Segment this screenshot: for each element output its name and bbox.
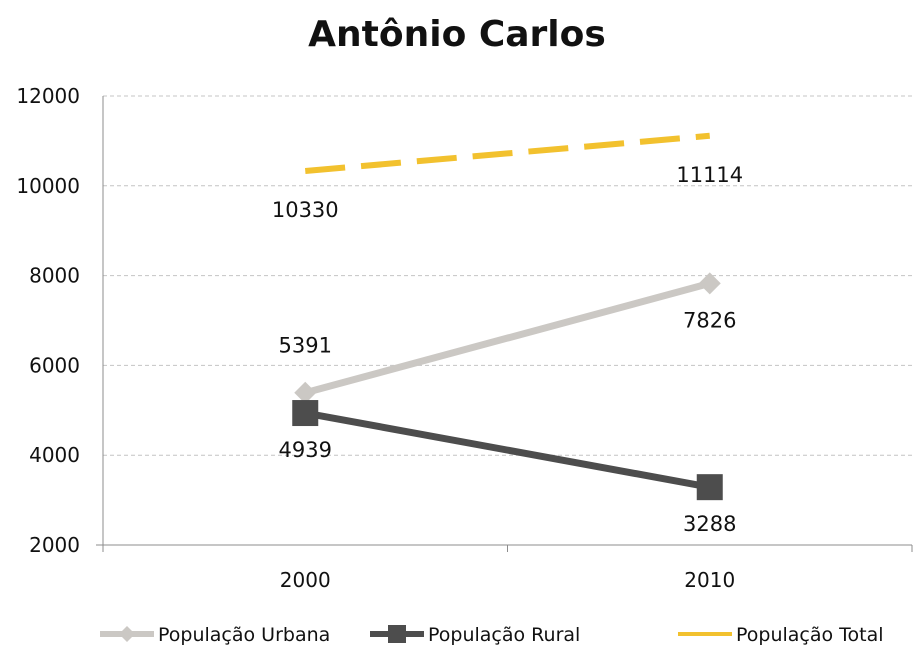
legend-1-label: População Rural (428, 624, 580, 646)
series-1-point (292, 400, 319, 427)
y-tick-label-6000: 6000 (29, 353, 80, 377)
series-0-point (698, 272, 721, 295)
legend-0-label: População Urbana (158, 624, 330, 646)
series-1-point (696, 474, 723, 501)
series-0-data-label: 5391 (279, 334, 332, 358)
y-tick-label-8000: 8000 (29, 264, 80, 288)
series-1-line (304, 409, 711, 491)
series-2-line (304, 132, 711, 174)
x-tick-label-2010: 2010 (684, 568, 735, 592)
legend-0-swatch-marker (119, 626, 135, 642)
series-0-data-label: 7826 (683, 308, 736, 332)
y-tick-label-4000: 4000 (29, 443, 80, 467)
series-2-data-label: 10330 (272, 198, 339, 222)
series-1-data-label: 3288 (683, 512, 736, 536)
legend-1-swatch-marker (388, 625, 406, 643)
series-1-data-label: 4939 (279, 438, 332, 462)
series-0-line (304, 280, 711, 397)
legend-2-label: População Total (736, 624, 884, 646)
x-tick-label-2000: 2000 (280, 568, 331, 592)
series-2-data-label: 11114 (676, 163, 743, 187)
series-0-point (294, 381, 317, 404)
y-tick-label-10000: 10000 (16, 174, 80, 198)
y-tick-label-2000: 2000 (29, 533, 80, 557)
chart-title: Antônio Carlos (308, 14, 606, 55)
y-tick-label-12000: 12000 (16, 84, 80, 108)
